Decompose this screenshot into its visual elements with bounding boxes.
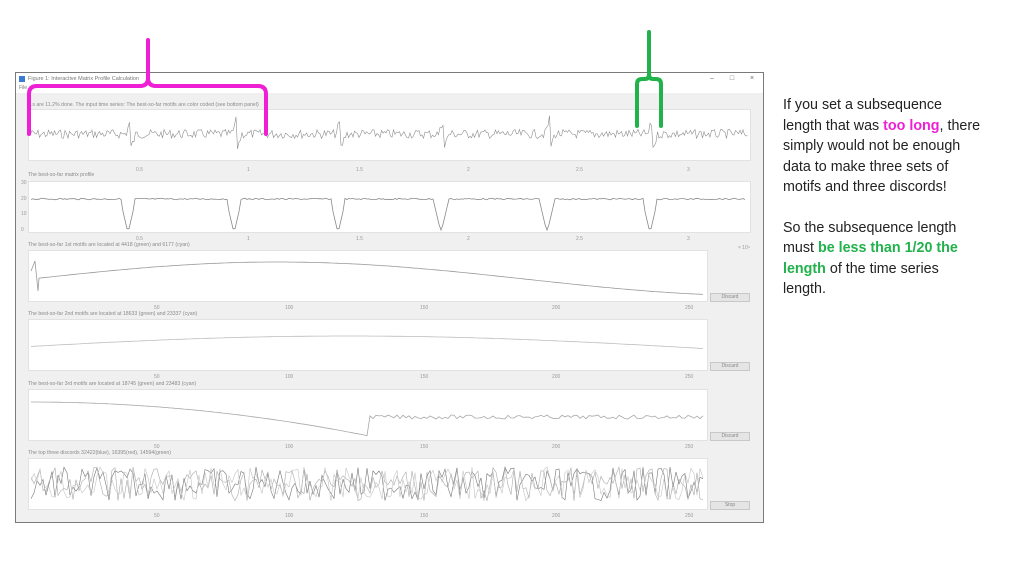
profile-plot	[30, 197, 746, 232]
motif2-title: The best-so-far 2nd motifs are located a…	[28, 311, 198, 317]
motif-tick: 250	[685, 374, 694, 380]
data-panel	[28, 109, 751, 161]
para2-text-end: of the time series length.	[783, 260, 939, 298]
motif1-plot	[30, 260, 704, 295]
discord-plot	[30, 466, 704, 502]
window-titlebar: Figure 1: Interactive Matrix Profile Cal…	[16, 73, 763, 85]
motif3-title: The best-so-far 3rd motifs are located a…	[28, 381, 197, 387]
motif-tick: 50	[154, 305, 160, 311]
discord-panel	[28, 458, 708, 510]
data-panel-title: ...s are 11.2% done. The input time seri…	[28, 102, 259, 108]
data-tick: 3	[687, 167, 690, 173]
data-tick: 1	[247, 167, 250, 173]
profile-tick: 2.5	[576, 236, 583, 242]
motif-tick: 100	[285, 513, 294, 519]
data-tick: 0.5	[136, 167, 143, 173]
long-subsequence-bracket	[27, 38, 268, 136]
discard-button-3[interactable]: Discard	[710, 432, 750, 441]
matlab-figure-window: Figure 1: Interactive Matrix Profile Cal…	[15, 72, 764, 523]
discord-line-3	[30, 466, 704, 502]
para1-text-end: , there simply would not be enough data …	[783, 117, 981, 196]
motif3-plot	[31, 401, 704, 437]
annotation-paragraph-1: If you set a subsequence length that was…	[783, 95, 983, 198]
profile-panel	[28, 181, 751, 233]
motif3-line	[31, 401, 704, 437]
para2-text: So the subsequence length must	[783, 219, 957, 257]
motif1-line	[30, 260, 704, 295]
motif1-panel	[28, 250, 708, 302]
maximize-button[interactable]: □	[729, 75, 735, 82]
motif-tick: 150	[420, 444, 429, 450]
less-than-highlight: be less than 1/20 the length	[783, 240, 958, 277]
motif-tick: 100	[285, 374, 294, 380]
motif-tick: 100	[285, 305, 294, 311]
motif3-panel	[28, 389, 708, 441]
annotation-paragraph-2: So the subsequence length must be less t…	[783, 218, 983, 300]
menu-bar: File	[16, 85, 763, 93]
profile-panel-title: The best-so-far matrix profile	[28, 172, 95, 178]
minimize-button[interactable]: –	[710, 75, 714, 82]
profile-tick: 2	[467, 236, 470, 242]
motif2-line	[30, 335, 704, 349]
data-plot	[28, 115, 748, 149]
motif-tick: 250	[685, 513, 694, 519]
motif2-panel	[28, 319, 708, 371]
profile-ytick: 10	[21, 211, 27, 217]
axis-exponent: × 10⁴	[738, 245, 751, 251]
profile-tick: 3	[687, 236, 690, 242]
motif-tick: 200	[552, 305, 561, 311]
motif-tick: 250	[685, 444, 694, 450]
motif-tick: 150	[420, 374, 429, 380]
discord-line-2	[30, 466, 704, 502]
window-title: Figure 1: Interactive Matrix Profile Cal…	[28, 76, 139, 82]
profile-ytick: 0	[21, 227, 24, 233]
profile-tick: 1.5	[356, 236, 363, 242]
annotation-text: If you set a subsequence length that was…	[783, 95, 983, 320]
stop-button[interactable]: Stop	[710, 501, 750, 510]
data-tick: 2.5	[576, 167, 583, 173]
figure-app-icon	[19, 76, 25, 82]
discard-button-1[interactable]: Discard	[710, 293, 750, 302]
profile-tick: 1	[247, 236, 250, 242]
motif-tick: 150	[420, 513, 429, 519]
motif-tick: 200	[552, 444, 561, 450]
discord-title: The top three discords 32422(blue), 1639…	[28, 450, 172, 456]
profile-tick: 0.5	[136, 236, 143, 242]
motif-tick: 50	[154, 444, 160, 450]
motif-tick: 250	[685, 305, 694, 311]
motif1-title: The best-so-far 1st motifs are located a…	[28, 242, 190, 248]
motif-tick: 200	[552, 374, 561, 380]
motif-tick: 100	[285, 444, 294, 450]
motif-tick: 50	[154, 374, 160, 380]
short-subsequence-bracket	[635, 30, 663, 128]
menu-file[interactable]: File	[19, 85, 28, 91]
motif-tick: 200	[552, 513, 561, 519]
profile-ytick: 20	[21, 196, 27, 202]
too-long-highlight: too long	[883, 117, 940, 134]
close-button[interactable]: ×	[749, 75, 755, 82]
discard-button-2[interactable]: Discard	[710, 362, 750, 371]
para1-text: If you set a subsequence length that was	[783, 97, 942, 134]
data-tick: 2	[467, 167, 470, 173]
motif2-plot	[30, 335, 704, 349]
time-series-line	[28, 115, 748, 149]
profile-ytick: 30	[21, 180, 27, 186]
motif-tick: 50	[154, 513, 160, 519]
motif-tick: 150	[420, 305, 429, 311]
matrix-profile-line	[30, 197, 746, 232]
data-tick: 1.5	[356, 167, 363, 173]
